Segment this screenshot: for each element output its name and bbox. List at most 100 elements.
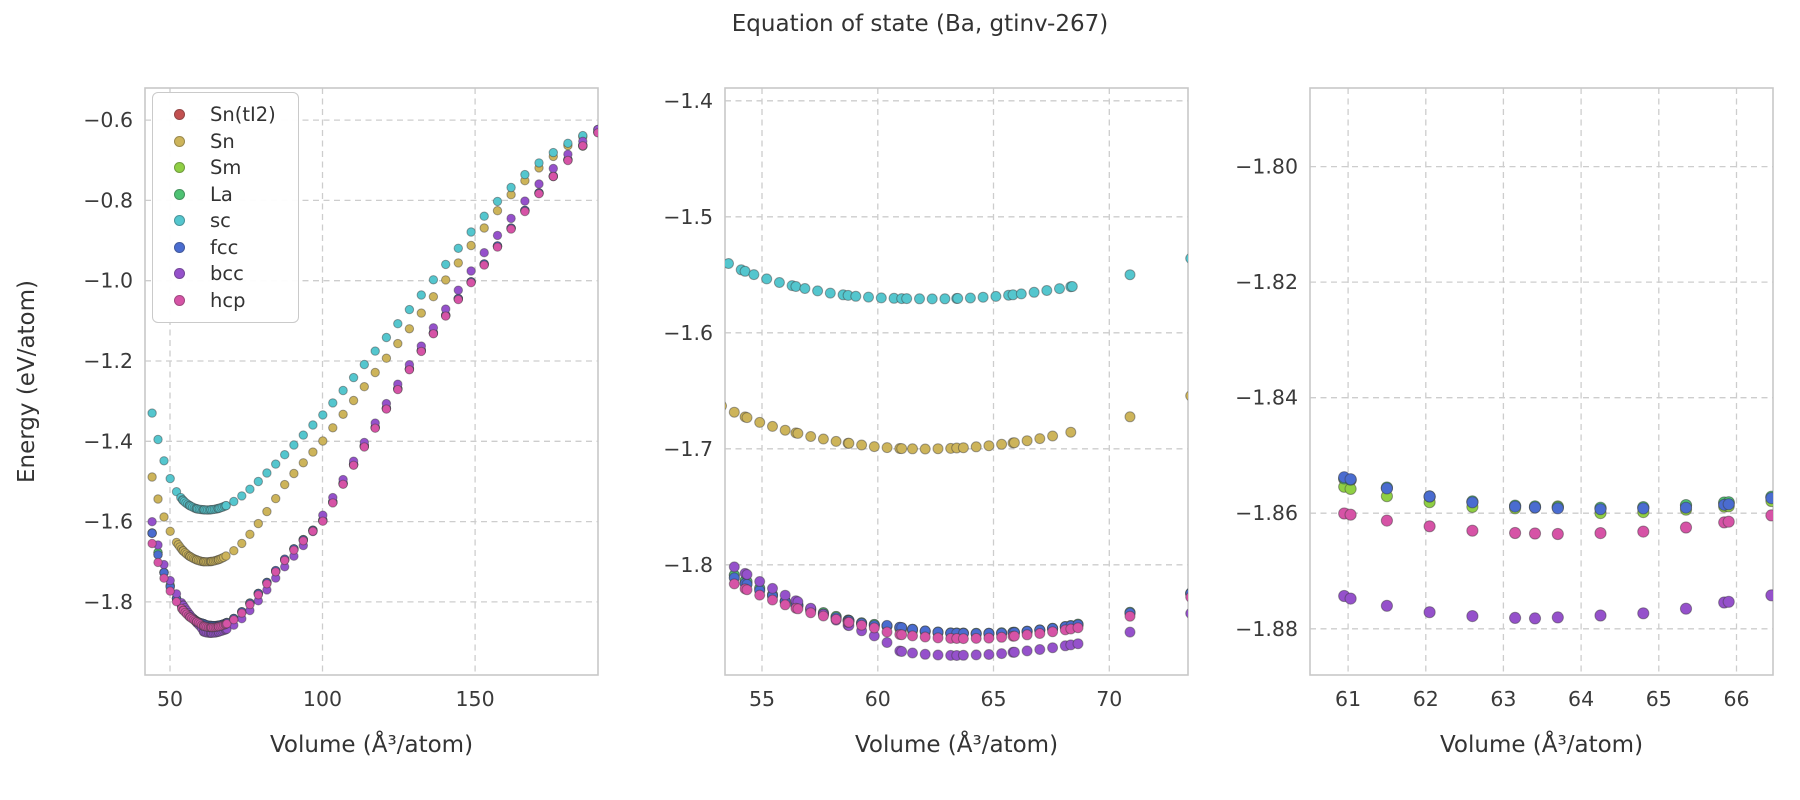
y-tick-label: −1.0 bbox=[83, 269, 133, 293]
point-hcp bbox=[741, 584, 753, 596]
y-tick-label: −1.2 bbox=[83, 349, 133, 373]
point-bcc bbox=[767, 582, 778, 594]
point-Sn bbox=[308, 447, 318, 457]
point-Sn bbox=[492, 206, 503, 216]
point-bcc bbox=[957, 649, 969, 661]
legend-item-fcc: fcc bbox=[165, 235, 276, 261]
point-sc bbox=[404, 304, 415, 315]
point-hcp bbox=[453, 294, 463, 305]
point-hcp bbox=[754, 589, 766, 601]
point-Sn bbox=[919, 443, 931, 455]
point-hcp bbox=[932, 632, 944, 644]
legend-marker-icon bbox=[174, 109, 185, 121]
point-Sn bbox=[1065, 426, 1077, 438]
point-Sn bbox=[1047, 430, 1059, 442]
point-sc bbox=[534, 158, 544, 168]
y-tick-label: −1.6 bbox=[83, 510, 133, 534]
point-Sn bbox=[221, 551, 231, 561]
point-sc bbox=[271, 459, 281, 469]
point-bcc bbox=[1021, 645, 1033, 657]
point-sc bbox=[492, 196, 503, 207]
point-bcc bbox=[741, 569, 753, 580]
y-tick-label: −1.88 bbox=[1235, 617, 1298, 641]
point-hcp bbox=[817, 610, 829, 622]
point-hcp bbox=[1765, 509, 1773, 522]
point-Sn bbox=[338, 409, 348, 419]
legend-label: Sn(tI2) bbox=[210, 103, 276, 126]
point-fcc bbox=[1528, 501, 1542, 514]
point-Sn bbox=[370, 367, 380, 378]
point-Sn bbox=[318, 436, 328, 446]
point-hcp bbox=[506, 224, 516, 234]
point-Sn bbox=[298, 458, 308, 468]
point-Sn bbox=[466, 240, 476, 251]
point-Sn bbox=[741, 412, 753, 424]
point-sc bbox=[245, 484, 255, 494]
point-hcp bbox=[165, 586, 175, 596]
y-tick-label: −1.7 bbox=[663, 437, 713, 461]
point-hcp bbox=[843, 616, 855, 628]
point-Sn bbox=[1124, 411, 1136, 423]
y-axis-label: Energy (eV/atom) bbox=[14, 280, 40, 483]
point-sc bbox=[863, 291, 874, 303]
point-hcp bbox=[171, 597, 182, 607]
point-Sn bbox=[1008, 437, 1020, 449]
point-hcp bbox=[856, 619, 868, 631]
axes-frame bbox=[144, 87, 599, 676]
point-hcp bbox=[1722, 515, 1735, 528]
point-bcc bbox=[1034, 644, 1046, 655]
point-bcc bbox=[147, 517, 157, 527]
y-tick-label: −1.8 bbox=[663, 553, 713, 577]
point-Sn bbox=[393, 338, 403, 349]
point-bcc bbox=[492, 230, 503, 241]
point-bcc bbox=[983, 649, 995, 660]
point-bcc bbox=[548, 163, 558, 174]
point-sc bbox=[1028, 286, 1040, 298]
point-sc bbox=[939, 293, 951, 305]
x-tick-label: 62 bbox=[1413, 687, 1439, 711]
point-fcc bbox=[1637, 502, 1650, 515]
point-bcc bbox=[534, 179, 544, 189]
point-Sn bbox=[153, 494, 163, 504]
point-hcp bbox=[779, 599, 791, 611]
point-hcp bbox=[147, 538, 157, 549]
legend-item-Sn(tI2): Sn(tI2) bbox=[165, 102, 276, 128]
point-sc bbox=[1066, 281, 1078, 292]
point-Sn bbox=[229, 546, 239, 556]
point-sc bbox=[914, 293, 925, 305]
point-bcc bbox=[1594, 609, 1607, 622]
legend-marker-icon bbox=[174, 188, 185, 200]
point-sc bbox=[761, 273, 773, 285]
point-fcc bbox=[1765, 492, 1773, 505]
point-sc bbox=[812, 285, 824, 297]
point-Sn bbox=[381, 353, 392, 363]
y-tick-label: −1.84 bbox=[1235, 386, 1298, 410]
axes-frame bbox=[1309, 87, 1774, 676]
legend-item-bcc: bcc bbox=[165, 261, 276, 287]
point-sc bbox=[926, 293, 938, 305]
point-sc bbox=[381, 332, 392, 343]
point-hcp bbox=[1034, 628, 1046, 639]
x-tick-label: 150 bbox=[456, 687, 495, 711]
point-bcc bbox=[881, 637, 893, 648]
legend: Sn(tI2) Sn Sm La sc fcc bcc hcp bbox=[152, 92, 299, 323]
point-hcp bbox=[466, 278, 476, 288]
point-Sn bbox=[165, 526, 175, 536]
y-tick-label: −1.4 bbox=[663, 89, 713, 113]
point-bcc bbox=[728, 561, 740, 573]
point-Sn bbox=[453, 258, 463, 268]
point-sc bbox=[1185, 253, 1188, 264]
point-sc bbox=[441, 259, 451, 270]
x-tick-label: 50 bbox=[157, 687, 183, 711]
data-points-zoom-mid bbox=[725, 253, 1188, 661]
legend-item-Sn: Sn bbox=[165, 129, 276, 155]
point-hcp bbox=[1008, 630, 1020, 642]
point-bcc bbox=[506, 213, 516, 224]
point-hcp bbox=[328, 498, 338, 508]
point-hcp bbox=[1637, 525, 1650, 538]
point-hcp bbox=[805, 607, 817, 619]
point-hcp bbox=[996, 631, 1008, 643]
point-hcp bbox=[1423, 520, 1436, 533]
